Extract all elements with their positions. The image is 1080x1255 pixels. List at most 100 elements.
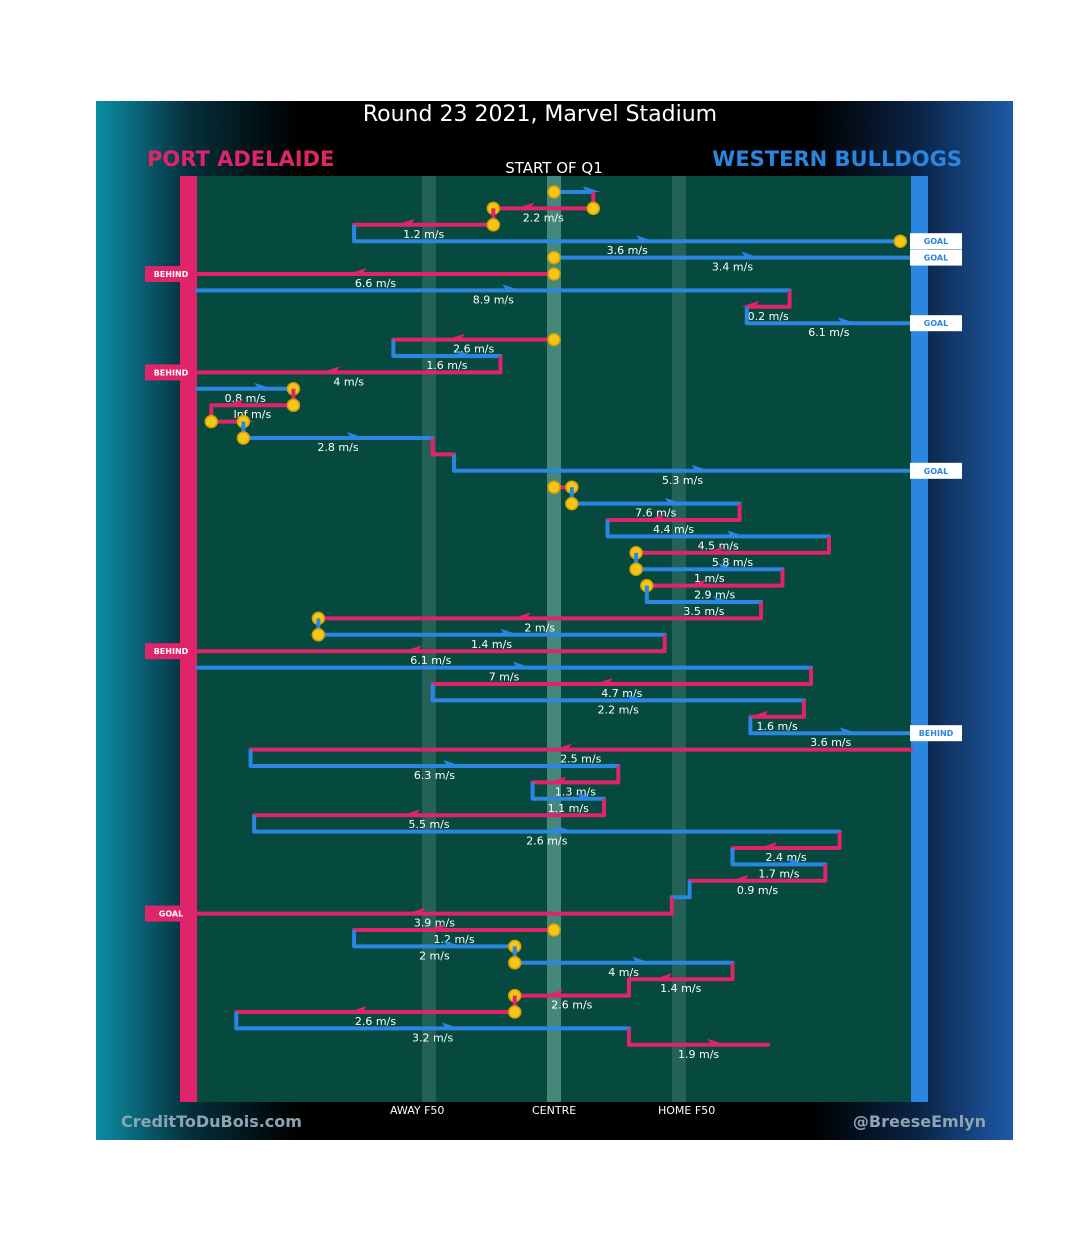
chain-arrow: [632, 956, 651, 963]
speed-label: 4.4 m/s: [653, 523, 694, 536]
outcome-tag: [910, 315, 962, 332]
contest-marker: [547, 250, 561, 265]
chain-arrow: [687, 579, 706, 586]
chain-arrow: [636, 235, 655, 242]
contest-marker: [547, 480, 561, 494]
chain-arrow: [402, 809, 421, 816]
team-left-name: PORT ADELAIDE: [147, 147, 335, 171]
chain-arrow: [512, 612, 531, 619]
speed-label: 3.4 m/s: [712, 261, 753, 274]
contest-marker: [507, 956, 522, 970]
speed-label: 1.4 m/s: [660, 982, 701, 995]
axis-label-home-f50: HOME F50: [658, 1104, 716, 1117]
speed-label: 3.2 m/s: [412, 1031, 453, 1044]
outcome-tag: [910, 249, 962, 266]
bulldogs-goal-line: [911, 176, 928, 1102]
chain-arrow: [502, 284, 521, 291]
contest-marker: [486, 218, 501, 232]
speed-label: 1.6 m/s: [757, 720, 798, 733]
chain-arrow: [225, 399, 244, 406]
chain-arrow: [582, 186, 601, 192]
chain-arrow: [741, 300, 760, 307]
outcome-label: BEHIND: [154, 368, 189, 377]
chain-arrow: [347, 432, 366, 438]
speed-label: 3.9 m/s: [414, 917, 455, 930]
chain-arrow: [321, 366, 340, 373]
speed-label: 1.2 m/s: [433, 933, 474, 946]
chain-arrow: [750, 710, 769, 717]
chain-arrow: [544, 989, 563, 996]
chain-arrow: [691, 464, 710, 471]
outcome-label: GOAL: [924, 467, 948, 476]
chain-arrow: [577, 792, 596, 799]
chain-arrow: [548, 776, 567, 783]
speed-label: 8.9 m/s: [473, 293, 514, 306]
speed-label: 1.9 m/s: [678, 1048, 719, 1061]
chain-arrow: [348, 268, 367, 274]
chain-arrow: [500, 628, 519, 635]
contest-marker: [236, 431, 251, 445]
speed-label: 6.6 m/s: [355, 277, 396, 290]
speed-label: 3.6 m/s: [810, 736, 851, 749]
speed-label: 3.5 m/s: [683, 605, 724, 618]
speed-label: 0.8 m/s: [225, 392, 266, 405]
away-f50-marker: [422, 176, 437, 1102]
outcome-tag: [145, 643, 197, 660]
home-f50-marker: [671, 176, 686, 1102]
chain-arrow: [441, 1022, 460, 1029]
chain-arrow: [443, 760, 462, 766]
chain-arrow: [594, 678, 613, 684]
axis-label-away-f50: AWAY F50: [390, 1104, 445, 1117]
contest-marker: [507, 1005, 522, 1019]
speed-label: 1.1 m/s: [548, 802, 589, 815]
outcome-tag: [145, 905, 197, 922]
axis-label-centre: CENTRE: [532, 1104, 577, 1117]
field-markers: [422, 176, 686, 1102]
outcome-label: GOAL: [924, 254, 948, 263]
outcome-tag: [910, 725, 962, 742]
chain-arrow: [427, 924, 446, 930]
speed-label: 0.2 m/s: [748, 310, 789, 323]
speed-label: 4 m/s: [333, 375, 364, 388]
chain-arrow: [407, 907, 426, 914]
speed-label: 7.6 m/s: [635, 507, 676, 520]
outcome-label: BEHIND: [919, 729, 954, 738]
chain-arrow: [837, 317, 856, 324]
chain-arrow: [707, 1038, 726, 1045]
outcome-label: BEHIND: [154, 647, 189, 656]
contest-marker: [547, 267, 561, 281]
port-goal-line: [180, 176, 197, 1102]
contest-marker: [547, 923, 561, 937]
centre-marker: [547, 176, 561, 1102]
chain-arrow: [513, 661, 532, 668]
chain-arrow: [443, 940, 462, 947]
speed-label: 6.3 m/s: [414, 769, 455, 782]
speed-label: 1.2 m/s: [403, 228, 444, 241]
chain-arrow: [348, 1006, 367, 1012]
chain-arrow: [759, 842, 778, 848]
contest-marker: [893, 234, 908, 248]
speed-label: 0.9 m/s: [737, 884, 778, 897]
speed-label: 1.3 m/s: [555, 785, 596, 798]
chain-arrow: [664, 497, 683, 504]
chain-arrow: [646, 514, 665, 520]
chain-arrow: [627, 694, 646, 701]
speed-label: 3.6 m/s: [607, 244, 648, 257]
outcome-label: GOAL: [924, 237, 948, 246]
chain-arrow: [727, 530, 746, 537]
speed-label: 1.6 m/s: [426, 359, 467, 372]
speed-label: 2.2 m/s: [598, 703, 639, 716]
chain-arrow: [712, 596, 731, 602]
chain-arrow: [653, 973, 672, 980]
speed-label: 6.1 m/s: [808, 326, 849, 339]
chain-arrow: [403, 645, 422, 652]
chain-arrow: [787, 858, 806, 865]
speed-label: 2.4 m/s: [765, 851, 806, 864]
chain-arrow: [741, 251, 760, 258]
speed-label: 1.7 m/s: [758, 867, 799, 880]
outcome-tag: [910, 233, 962, 250]
outcome-tags: GOAL GOAL BEHIND GOAL BEHIND GOAL BEHIND BEHIND…: [145, 233, 962, 922]
speed-label: 2.5 m/s: [560, 753, 601, 766]
outcome-tag: [145, 266, 197, 282]
